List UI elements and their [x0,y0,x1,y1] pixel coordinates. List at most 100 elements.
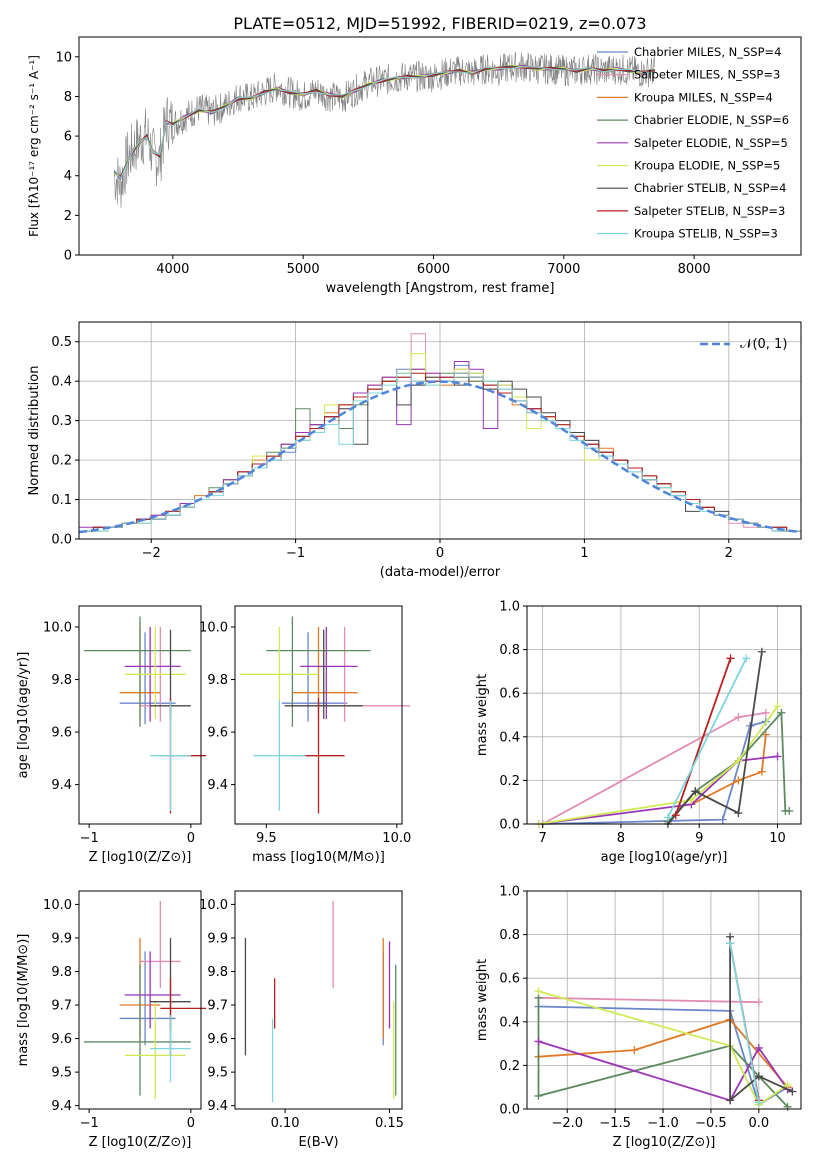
x-tick-label: −1.0 [647,1116,679,1131]
series-line [542,720,767,825]
x-tick-label: −1 [286,546,305,561]
y-tick-label: 0.4 [51,375,72,390]
plot-area [84,616,207,814]
x-tick-label: 0 [187,831,195,846]
y-tick-label: 4 [64,169,72,184]
legend: Chabrier MILES, N_SSP=4 Salpeter MILES, N… [597,45,789,241]
series-marker [534,1037,543,1046]
x-tick-label: 0 [187,1116,195,1131]
y-tick-label: 0.2 [51,454,72,469]
series-line [667,657,748,818]
y-tick-label: 6 [64,130,72,145]
series-line [538,1018,789,1088]
y-tick-label: 9.6 [51,726,72,741]
series-line [538,705,779,825]
series-marker [718,815,727,824]
errorbar-point [124,951,181,1029]
errorbar-point [119,951,176,1046]
errorbar-point [266,616,371,727]
series-marker [773,702,782,711]
series-marker [783,1081,792,1090]
x-tick-label: 5000 [287,262,320,277]
y-tick-label: 9.6 [207,1032,228,1047]
mass-age-panel: 9.5 10.0 9.4 9.6 9.8 10.0 mass [log10(M/M⊙)] [199,605,411,865]
y-tick-label: 0.2 [499,1059,520,1074]
legend-label: Salpeter ELODIE, N_SSP=5 [634,136,788,150]
series-line [674,658,732,816]
x-axis-label: E(B-V) [298,1135,338,1150]
series-marker [734,756,743,765]
y-tick-label: 0.4 [499,1015,520,1030]
series-marker [785,806,794,815]
y-tick-label: 9.8 [51,965,72,980]
y-tick-label: 0.1 [51,493,72,508]
y-axis-label: mass weight [475,959,490,1041]
y-tick-label: 9.8 [207,673,228,688]
x-tick-label: 9.5 [256,831,277,846]
series-marker [734,713,743,722]
plot-area [78,333,802,539]
y-tick-label: 9.7 [207,999,228,1014]
y-tick-label: 9.8 [51,673,72,688]
axes-frame [526,605,802,825]
errorbar-point [84,964,191,1096]
x-tick-label: 10 [769,831,786,846]
errorbar-point [150,1015,191,1083]
plot-area [244,901,397,1103]
axes-frame [234,605,403,825]
x-tick-label: 10.0 [382,831,411,846]
y-axis-label: age [log10(age/yr)] [16,652,31,779]
x-tick-label: 8000 [678,262,711,277]
errorbar-point [300,627,358,719]
legend: 𝒩(0, 1) [700,337,787,352]
x-axis-label: Z [log10(Z/Z⊙)] [89,850,192,865]
x-tick-label: 8 [617,831,625,846]
errorbar-point [150,700,191,811]
y-tick-label: 9.5 [51,1066,72,1081]
y-tick-label: 0.0 [51,533,72,548]
x-axis-label: mass [log10(M/M⊙)] [252,850,385,865]
y-tick-label: 9.4 [51,778,72,793]
y-tick-label: 9.8 [207,965,228,980]
errorbar-point [253,700,306,811]
series-line [690,734,767,806]
series-marker [777,708,786,717]
axes-frame [234,890,403,1110]
series-line [729,943,760,1103]
x-tick-label: −2.0 [551,1116,583,1131]
errorbar-point [124,627,186,719]
y-tick-label: 10.0 [199,898,228,913]
x-tick-label: 0.15 [375,1116,404,1131]
y-tick-label: 0.3 [51,414,72,429]
series-marker [754,1098,763,1107]
x-tick-label: −0.5 [695,1116,727,1131]
x-tick-label: 0.0 [749,1116,770,1131]
x-tick-label: 0 [436,546,444,561]
series-line [538,996,759,1004]
series-marker [734,809,743,818]
legend-label: Salpeter MILES, N_SSP=3 [634,68,780,82]
y-tick-label: 0.0 [499,818,520,833]
y-tick-label: 0.6 [499,687,520,702]
y-tick-label: 0.6 [499,972,520,987]
y-tick-label: 0.5 [51,335,72,350]
observed-spectrum [113,51,656,208]
x-axis-label: wavelength [Angstrom, rest frame] [326,281,555,296]
y-tick-label: 8 [64,90,72,105]
series-marker [663,813,672,822]
series-marker [773,752,782,761]
x-tick-label: −1 [80,1116,99,1131]
spectrum-panel: 4000 5000 6000 7000 8000 0 2 4 6 8 10 wavelength [A… [27,36,802,296]
errorbar-point [124,1001,186,1099]
legend-label: Chabrier MILES, N_SSP=4 [634,45,781,59]
y-tick-label: 9.5 [207,1066,228,1081]
y-tick-label: 0.8 [499,928,520,943]
series-marker [754,1072,763,1081]
z-mass-panel: −1 0 9.4 9.5 9.6 9.7 9.8 9.9 10.0 Z [log10(Z/Z⊙)]… [16,890,207,1150]
y-tick-label: 1.0 [499,600,520,615]
y-tick-label: 2 [64,209,72,224]
legend-label: 𝒩(0, 1) [740,337,787,352]
y-tick-label: 9.6 [51,1032,72,1047]
age-weight-panel: 7 8 9 10 0.0 0.2 0.4 0.6 0.8 1.0 age [log10(age/yr… [475,600,802,865]
